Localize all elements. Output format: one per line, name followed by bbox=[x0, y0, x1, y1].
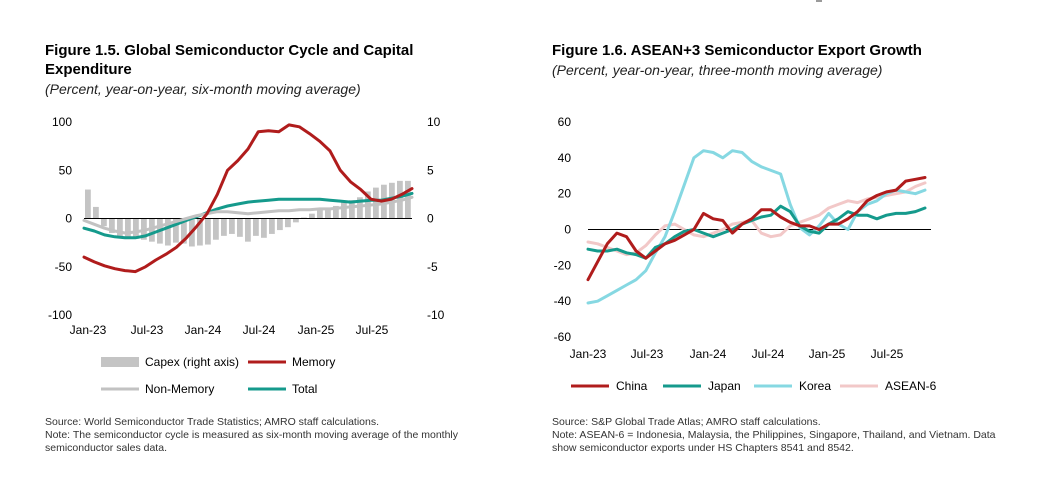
capex-bar bbox=[149, 218, 155, 242]
series-line-total bbox=[82, 191, 414, 240]
capex-bar bbox=[197, 218, 203, 246]
capex-bar bbox=[245, 218, 251, 242]
figure-1-6-title: Figure 1.6. ASEAN+3 Semiconductor Export… bbox=[552, 42, 922, 59]
y2-tick-label: -10 bbox=[427, 308, 445, 322]
capex-bar bbox=[221, 218, 227, 236]
y-tick-label: -100 bbox=[48, 308, 72, 322]
capex-bar bbox=[229, 218, 235, 234]
capex-bar bbox=[205, 218, 211, 245]
x-tick-label: Jan-24 bbox=[185, 323, 222, 337]
capex-bar bbox=[253, 218, 259, 236]
legend-label-asean-6: ASEAN-6 bbox=[885, 379, 937, 393]
y-tick-label: 40 bbox=[558, 151, 572, 165]
capex-bar bbox=[213, 218, 219, 240]
y-tick-label: 60 bbox=[558, 115, 572, 129]
y-tick-label: -50 bbox=[55, 260, 73, 274]
y-tick-label: 0 bbox=[564, 223, 571, 237]
legend-label-china: China bbox=[616, 379, 648, 393]
capex-bar bbox=[93, 206, 99, 219]
capex-bar bbox=[125, 218, 131, 238]
figure-1-6-panel: Figure 1.6. ASEAN+3 Semiconductor Export… bbox=[521, 0, 1042, 478]
capex-bar bbox=[117, 218, 123, 238]
x-tick-label: Jan-25 bbox=[298, 323, 335, 337]
y-tick-label: 0 bbox=[65, 212, 72, 226]
legend-label-korea: Korea bbox=[799, 379, 831, 393]
capex-bar bbox=[285, 218, 291, 228]
legend-swatch-capex-right-axis bbox=[101, 357, 139, 367]
x-tick-label: Jul-24 bbox=[243, 323, 276, 337]
y-tick-label: -20 bbox=[554, 258, 572, 272]
legend-label-japan: Japan bbox=[708, 379, 741, 393]
legend-label-capex-right-axis: Capex (right axis) bbox=[145, 355, 239, 369]
figure-1-6-source: Source: S&P Global Trade Atlas; AMRO sta… bbox=[552, 416, 821, 428]
legend-label-memory: Memory bbox=[292, 355, 335, 369]
y-tick-label: -60 bbox=[554, 330, 572, 344]
y-tick-label: 100 bbox=[52, 115, 72, 129]
figure-1-6-note: Note: ASEAN-6 = Indonesia, Malaysia, the… bbox=[552, 429, 996, 454]
x-tick-label: Jul-25 bbox=[356, 323, 389, 337]
x-tick-label: Jul-23 bbox=[631, 347, 664, 361]
y2-tick-label: 0 bbox=[427, 212, 434, 226]
capex-bar bbox=[309, 213, 315, 219]
capex-bar bbox=[341, 202, 347, 219]
capex-bar bbox=[293, 218, 299, 223]
y2-tick-label: 5 bbox=[427, 163, 434, 177]
figure-1-6-subtitle: (Percent, year-on-year, three-month movi… bbox=[552, 62, 883, 78]
x-tick-label: Jan-23 bbox=[70, 323, 107, 337]
page-edge-mark bbox=[816, 0, 822, 2]
series-line-non-memory bbox=[82, 195, 414, 235]
capex-bar bbox=[277, 218, 283, 231]
series-line-memory bbox=[82, 123, 414, 274]
series-line-china bbox=[586, 176, 927, 282]
figure-1-5-note: Note: The semiconductor cycle is measure… bbox=[45, 429, 458, 454]
x-tick-label: Jul-23 bbox=[131, 323, 164, 337]
x-tick-label: Jul-25 bbox=[871, 347, 904, 361]
x-tick-label: Jan-24 bbox=[690, 347, 727, 361]
series-line-korea bbox=[586, 149, 927, 305]
x-tick-label: Jan-23 bbox=[570, 347, 607, 361]
asean3-export-growth-chart: -60 -40 -20 0 20 40 60 Jan-23 Jul-23 Jan-24 Jul-24… bbox=[554, 115, 937, 393]
capex-bar bbox=[357, 197, 363, 219]
figure-1-5-subtitle: (Percent, year-on-year, six-month moving… bbox=[45, 81, 361, 97]
capex-bar bbox=[237, 218, 243, 237]
figure-1-5-panel: Figure 1.5. Global Semiconductor Cycle a… bbox=[45, 42, 458, 454]
capex-bar bbox=[269, 218, 275, 234]
capex-bar bbox=[101, 218, 107, 227]
capex-bar bbox=[133, 218, 139, 239]
capex-bar bbox=[349, 200, 355, 219]
capex-bar bbox=[165, 218, 171, 246]
capex-bar bbox=[325, 207, 331, 219]
capex-bar bbox=[181, 218, 187, 244]
figure-1-5-title: Figure 1.5. Global Semiconductor Cycle a… bbox=[45, 42, 414, 78]
figure-1-5-source: Source: World Semiconductor Trade Statis… bbox=[45, 416, 380, 428]
legend-label-non-memory: Non-Memory bbox=[145, 382, 214, 396]
y-tick-label: -40 bbox=[554, 294, 572, 308]
capex-bar bbox=[261, 218, 267, 238]
y-tick-label: 20 bbox=[558, 187, 572, 201]
capex-bar bbox=[85, 189, 91, 219]
capex-bar bbox=[109, 218, 115, 233]
capex-bar bbox=[333, 205, 339, 219]
y2-tick-label: 10 bbox=[427, 115, 441, 129]
capex-bar bbox=[317, 209, 323, 219]
y2-tick-label: -5 bbox=[427, 260, 438, 274]
legend-label-total: Total bbox=[292, 382, 317, 396]
capex-bar bbox=[173, 218, 179, 243]
y-tick-label: 50 bbox=[59, 163, 73, 177]
x-tick-label: Jan-25 bbox=[809, 347, 846, 361]
x-tick-label: Jul-24 bbox=[752, 347, 785, 361]
